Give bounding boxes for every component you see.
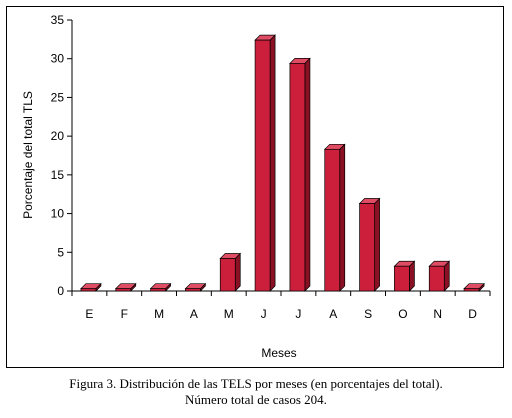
x-tick-label: M [224, 307, 234, 321]
bar [428, 260, 451, 292]
y-tick-label: 30 [51, 52, 65, 66]
bar-front [324, 148, 341, 292]
bar [323, 143, 346, 292]
bar-side [374, 197, 380, 292]
chart-axes [71, 20, 490, 292]
bar-front [219, 258, 236, 292]
x-tick-label: A [190, 307, 198, 321]
bar-side [234, 252, 241, 292]
y-tick-label: 0 [57, 284, 64, 298]
x-tick-label: S [364, 307, 372, 321]
bar-chart: 0 5 10 15 20 25 30 35 E F M A M J J A S O N D Porcentaje d… [21, 13, 491, 360]
bar [219, 252, 242, 292]
x-tick-label: A [329, 307, 337, 321]
x-axis-title: Meses [261, 346, 296, 360]
bar-side [339, 143, 346, 292]
bar-side [304, 57, 311, 292]
y-tick-label: 25 [51, 90, 65, 104]
y-ticks: 0 5 10 15 20 25 30 35 [51, 13, 72, 298]
x-tick-label: O [398, 307, 407, 321]
x-tick-label: N [433, 307, 442, 321]
bar-front [80, 288, 97, 292]
bar-front [289, 63, 306, 292]
bar-front [115, 288, 132, 292]
x-tick-label: F [121, 307, 128, 321]
y-tick-label: 15 [51, 168, 65, 182]
x-tick-label: J [295, 307, 301, 321]
x-tick-label: J [261, 307, 267, 321]
x-tick-label: M [154, 307, 164, 321]
y-tick-label: 35 [51, 13, 65, 27]
bar [463, 282, 485, 292]
x-tick-label: E [85, 307, 93, 321]
y-axis-title: Porcentaje del total TLS [21, 91, 35, 219]
bar-side [269, 34, 276, 292]
chart-bars [80, 34, 485, 292]
bar-front [359, 203, 375, 292]
bar [80, 282, 102, 292]
bar [254, 34, 276, 292]
bar [184, 282, 207, 292]
x-tick-label: D [468, 307, 477, 321]
bar [358, 197, 381, 292]
bar [393, 260, 416, 292]
bar-front [185, 288, 201, 292]
figure-caption: Figura 3. Distribución de las TELS por m… [0, 376, 512, 408]
bar-front [150, 288, 166, 292]
y-tick-label: 20 [51, 129, 65, 143]
bar-front [394, 265, 410, 292]
caption-line-2: Número total de casos 204. [185, 392, 327, 407]
y-tick-label: 10 [51, 207, 65, 221]
bar-front [463, 288, 480, 292]
bar [114, 282, 137, 292]
bar [289, 57, 311, 292]
caption-line-1: Figura 3. Distribución de las TELS por m… [69, 376, 443, 391]
bar [149, 282, 172, 292]
bar-front [254, 39, 271, 292]
bar-front [428, 265, 445, 292]
y-tick-label: 5 [57, 245, 64, 259]
